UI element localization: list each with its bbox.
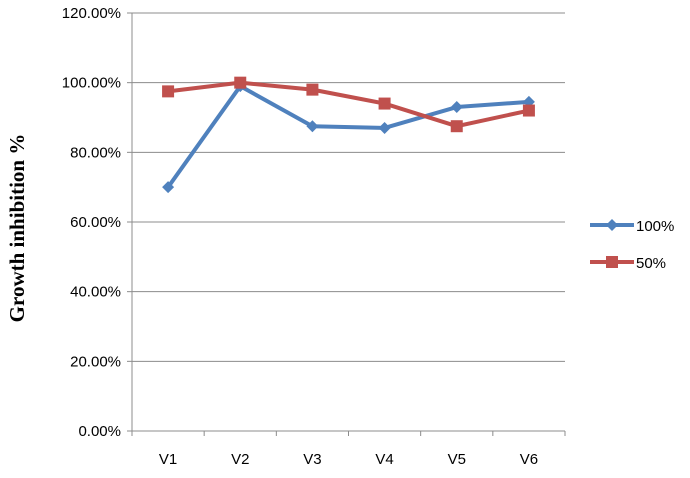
y-tick-label: 0.00% — [78, 423, 121, 440]
x-tick-labels: V1 V2 V3 V4 V5 V6 — [159, 451, 538, 468]
legend-marker — [606, 256, 618, 268]
y-axis-title: Growth inhibition % — [5, 134, 29, 323]
legend-label: 100% — [636, 218, 674, 235]
data-point — [162, 85, 175, 98]
y-tick-label: 40.00% — [70, 284, 121, 301]
data-point — [234, 76, 247, 89]
series — [162, 76, 535, 194]
x-tick-label: V5 — [448, 451, 466, 468]
gridlines — [132, 12, 565, 362]
x-tick-label: V1 — [159, 451, 177, 468]
data-point — [522, 104, 535, 117]
y-tick-label: 20.00% — [70, 353, 121, 370]
data-point — [378, 97, 391, 110]
data-point — [306, 83, 319, 96]
legend-marker — [606, 219, 618, 231]
legend-label: 50% — [636, 255, 666, 272]
data-point — [378, 121, 391, 134]
x-tick-label: V2 — [231, 451, 249, 468]
legend-item: 50% — [590, 255, 666, 272]
legend-item: 100% — [590, 218, 674, 235]
series-2 — [162, 76, 535, 133]
y-tick-label: 120.00% — [62, 5, 121, 22]
y-tick-label: 100.00% — [62, 75, 121, 92]
x-tick-label: V6 — [520, 451, 538, 468]
y-tick-label: 60.00% — [70, 214, 121, 231]
x-tick-label: V3 — [303, 451, 321, 468]
x-tick-label: V4 — [375, 451, 393, 468]
series-1 — [162, 80, 535, 194]
data-point — [450, 120, 463, 133]
series-line — [166, 84, 530, 189]
data-point — [306, 120, 319, 133]
y-tick-labels: 0.00% 20.00% 40.00% 60.00% 80.00% 100.00% 120.… — [62, 5, 121, 440]
legend: 100% 50% — [590, 218, 674, 272]
data-point — [450, 101, 463, 114]
axes — [127, 12, 566, 436]
series-line — [167, 80, 530, 129]
y-tick-label: 80.00% — [70, 144, 121, 161]
data-point — [162, 181, 175, 194]
